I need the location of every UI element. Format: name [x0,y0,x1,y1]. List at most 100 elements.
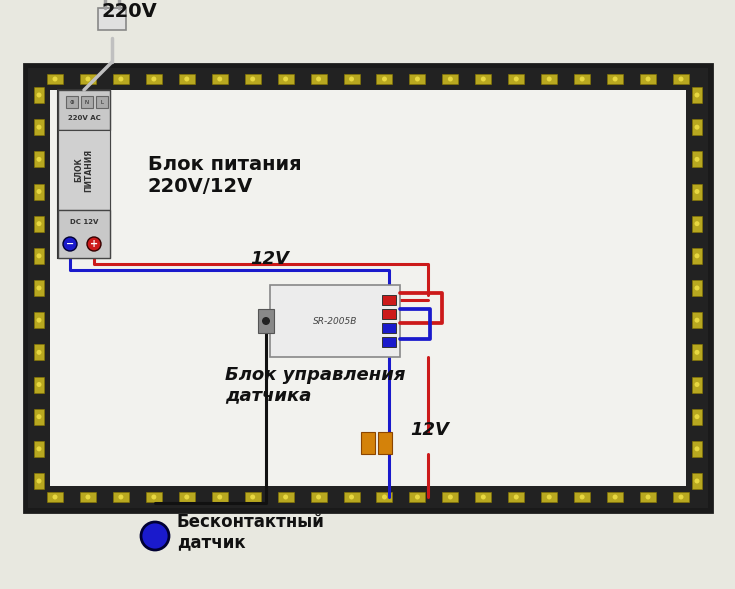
Circle shape [37,125,41,130]
Bar [80,74,96,84]
Circle shape [349,77,354,81]
Circle shape [695,317,700,323]
Circle shape [349,495,354,499]
Bar [640,74,656,84]
Bar [692,376,702,392]
Circle shape [695,446,700,451]
Bar [34,376,44,392]
Bar [58,130,110,210]
Circle shape [514,77,519,81]
Circle shape [695,414,700,419]
Bar [607,74,623,84]
Bar [24,64,712,512]
Bar [113,492,129,502]
Bar [34,312,44,328]
Bar [574,492,590,502]
Circle shape [448,495,453,499]
Circle shape [481,495,486,499]
Circle shape [695,253,700,259]
Circle shape [316,495,321,499]
Circle shape [184,77,190,81]
Circle shape [645,495,650,499]
Bar [58,210,110,258]
Bar [376,492,392,502]
Circle shape [547,77,552,81]
Bar [361,432,375,454]
Circle shape [448,77,453,81]
Bar [47,74,63,84]
Circle shape [118,77,123,81]
Circle shape [250,77,255,81]
Circle shape [63,237,77,251]
Circle shape [37,446,41,451]
Circle shape [118,495,123,499]
Bar [574,74,590,84]
Bar [509,492,524,502]
Circle shape [52,495,57,499]
Bar [382,295,396,305]
Circle shape [695,221,700,226]
Bar [476,492,491,502]
Text: SR-2005B: SR-2005B [313,316,357,326]
Bar [692,441,702,457]
Bar [607,492,623,502]
Circle shape [37,382,41,387]
Bar [34,184,44,200]
Bar [686,68,708,508]
Circle shape [218,495,222,499]
Circle shape [547,495,552,499]
Bar [692,473,702,489]
Bar [34,409,44,425]
Circle shape [695,157,700,162]
Bar [640,492,656,502]
Bar [28,68,50,508]
Circle shape [695,350,700,355]
Bar [692,184,702,200]
Bar [212,74,228,84]
Circle shape [514,495,519,499]
Circle shape [695,125,700,130]
Bar [541,492,557,502]
Bar [442,492,459,502]
Text: N: N [85,100,89,104]
Bar [212,492,228,502]
Bar [146,492,162,502]
Circle shape [37,253,41,259]
Bar [476,74,491,84]
Bar [311,74,326,84]
Circle shape [415,77,420,81]
Bar [50,90,686,486]
Bar [376,74,392,84]
Text: 12V: 12V [251,250,290,268]
Bar [245,74,261,84]
Circle shape [415,495,420,499]
Bar [146,74,162,84]
Bar [382,323,396,333]
Bar [34,248,44,264]
Bar [278,74,293,84]
Bar [245,492,261,502]
Bar [34,345,44,360]
Bar [34,280,44,296]
Circle shape [184,495,190,499]
Text: Блок управления
датчика: Блок управления датчика [225,366,406,405]
Bar [409,492,426,502]
Bar [270,285,400,357]
Bar [692,280,702,296]
Text: DC 12V: DC 12V [70,219,98,225]
Circle shape [382,77,387,81]
Bar [692,119,702,135]
Bar [98,8,126,30]
Bar [692,312,702,328]
Bar [509,74,524,84]
Bar [80,492,96,502]
Text: Блок питания
220V/12V: Блок питания 220V/12V [148,154,301,196]
Bar [382,309,396,319]
Circle shape [695,478,700,484]
Bar [343,492,359,502]
Circle shape [85,77,90,81]
Bar [34,119,44,135]
Bar [34,441,44,457]
Bar [692,151,702,167]
Bar [311,492,326,502]
